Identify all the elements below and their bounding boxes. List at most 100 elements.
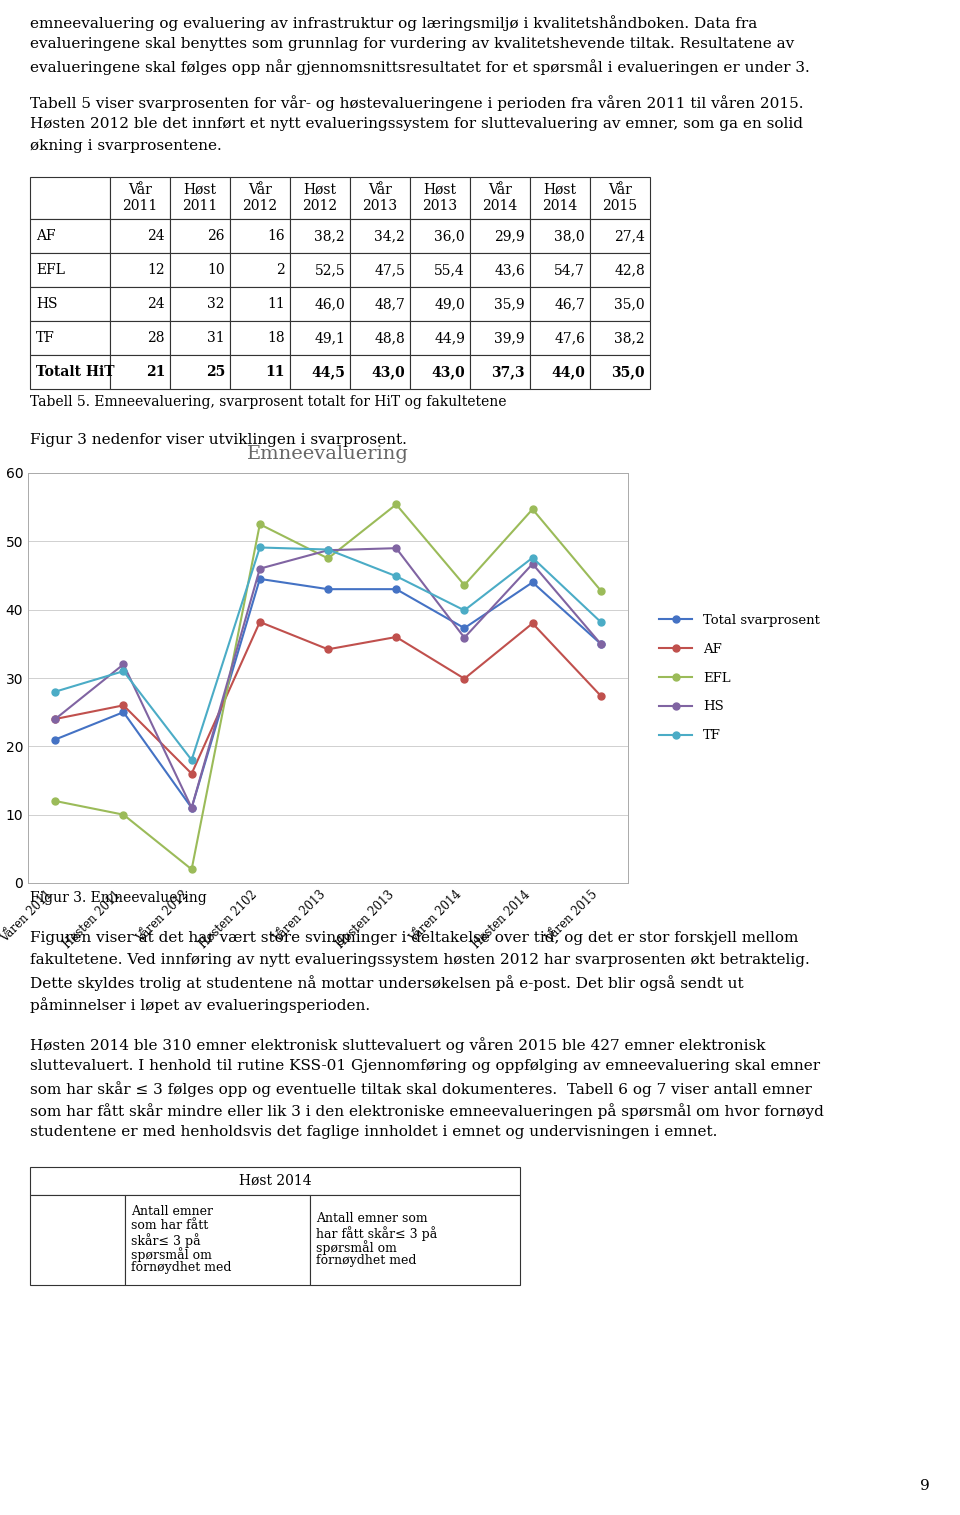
AF <box>254 614 266 632</box>
Text: fakultetene. Ved innføring av nytt evalueringssystem høsten 2012 har svarprosent: fakultetene. Ved innføring av nytt evalu… <box>30 953 809 967</box>
Bar <box>530 355 590 389</box>
Text: sluttevaluert. I henhold til rutine KSS-01 Gjennomføring og oppfølging av emneev: sluttevaluert. I henhold til rutine KSS-… <box>30 1059 820 1073</box>
Text: 29,9: 29,9 <box>494 229 525 242</box>
Text: 26: 26 <box>207 229 225 242</box>
Text: Vår: Vår <box>128 183 152 197</box>
Text: Vår: Vår <box>248 183 272 197</box>
Bar <box>530 177 590 220</box>
Bar <box>170 355 230 389</box>
AF <box>50 711 61 729</box>
Text: 35,0: 35,0 <box>614 297 645 311</box>
Bar <box>30 321 110 355</box>
Total svarprosent <box>527 573 539 591</box>
Text: 21: 21 <box>146 365 165 379</box>
Text: spørsmål om: spørsmål om <box>316 1239 396 1254</box>
Bar <box>110 286 170 321</box>
Text: Figur 3. Emneevaluering: Figur 3. Emneevaluering <box>30 891 206 904</box>
Bar <box>30 355 110 389</box>
TF <box>391 567 402 585</box>
Text: 2012: 2012 <box>302 198 338 214</box>
Text: Høst: Høst <box>543 183 577 197</box>
Text: 39,9: 39,9 <box>494 330 525 345</box>
Text: 38,0: 38,0 <box>554 229 585 242</box>
HS <box>186 798 198 817</box>
Total svarprosent <box>459 620 470 638</box>
Total svarprosent <box>323 580 334 598</box>
Bar <box>170 321 230 355</box>
EFL <box>391 495 402 514</box>
EFL <box>50 792 61 811</box>
Bar <box>350 321 410 355</box>
Text: evalueringene skal følges opp når gjennomsnittsresultatet for et spørsmål i eval: evalueringene skal følges opp når gjenno… <box>30 59 809 74</box>
Bar <box>230 177 290 220</box>
TF <box>50 683 61 701</box>
AF <box>118 697 130 715</box>
Line: Total svarprosent: Total svarprosent <box>52 576 604 812</box>
Text: emneevaluering og evaluering av infrastruktur og læringsmiljø i kvalitetshåndbok: emneevaluering og evaluering av infrastr… <box>30 15 757 30</box>
TF <box>459 601 470 620</box>
EFL <box>186 861 198 879</box>
Text: Tabell 5. Emneevaluering, svarprosent totalt for HiT og fakultetene: Tabell 5. Emneevaluering, svarprosent to… <box>30 395 507 409</box>
Bar <box>30 177 110 220</box>
Text: 2011: 2011 <box>122 198 157 214</box>
Text: 48,7: 48,7 <box>374 297 405 311</box>
Bar <box>290 321 350 355</box>
Line: TF: TF <box>52 544 604 764</box>
Text: 49,1: 49,1 <box>314 330 345 345</box>
Text: EFL: EFL <box>36 264 65 277</box>
Text: 37,3: 37,3 <box>492 365 525 379</box>
Text: 52,5: 52,5 <box>314 264 345 277</box>
Bar <box>470 321 530 355</box>
Text: 16: 16 <box>268 229 285 242</box>
Text: økning i svarprosentene.: økning i svarprosentene. <box>30 139 222 153</box>
Bar <box>590 321 650 355</box>
Text: TF: TF <box>36 330 55 345</box>
Text: Dette skyldes trolig at studentene nå mottar undersøkelsen på e-post. Det blir o: Dette skyldes trolig at studentene nå mo… <box>30 976 744 991</box>
Text: 46,0: 46,0 <box>314 297 345 311</box>
AF <box>186 765 198 783</box>
Line: EFL: EFL <box>52 501 604 873</box>
Bar <box>230 321 290 355</box>
Bar <box>410 321 470 355</box>
Text: 38,2: 38,2 <box>314 229 345 242</box>
HS <box>459 629 470 647</box>
EFL <box>254 515 266 533</box>
Bar <box>30 286 110 321</box>
Bar <box>170 286 230 321</box>
Bar <box>110 177 170 220</box>
Bar <box>170 220 230 253</box>
TF <box>186 751 198 770</box>
Text: HS: HS <box>36 297 58 311</box>
Text: Figur 3 nedenfor viser utviklingen i svarprosent.: Figur 3 nedenfor viser utviklingen i sva… <box>30 433 407 447</box>
EFL <box>527 500 539 518</box>
AF <box>527 614 539 632</box>
Text: 55,4: 55,4 <box>434 264 465 277</box>
Bar <box>230 253 290 286</box>
Text: 27,4: 27,4 <box>614 229 645 242</box>
Bar <box>30 1195 125 1285</box>
Text: Antall emner som: Antall emner som <box>316 1212 427 1226</box>
Bar <box>350 355 410 389</box>
Text: 2013: 2013 <box>422 198 458 214</box>
EFL <box>118 806 130 824</box>
Text: 2014: 2014 <box>542 198 578 214</box>
Legend: Total svarprosent, AF, EFL, HS, TF: Total svarprosent, AF, EFL, HS, TF <box>653 608 827 748</box>
Title: Emneevaluering: Emneevaluering <box>247 445 409 464</box>
Text: 34,2: 34,2 <box>374 229 405 242</box>
TF <box>527 548 539 567</box>
Bar <box>350 177 410 220</box>
HS <box>527 554 539 573</box>
Bar <box>230 355 290 389</box>
Text: fornøydhet med: fornøydhet med <box>316 1254 417 1267</box>
EFL <box>323 550 334 568</box>
Text: 47,6: 47,6 <box>554 330 585 345</box>
Text: 25: 25 <box>205 365 225 379</box>
Text: 44,0: 44,0 <box>551 365 585 379</box>
Text: skår≤ 3 på: skår≤ 3 på <box>131 1233 201 1248</box>
Text: 18: 18 <box>268 330 285 345</box>
Bar <box>110 321 170 355</box>
Text: Høst: Høst <box>183 183 217 197</box>
Text: 43,0: 43,0 <box>431 365 465 379</box>
Bar <box>290 286 350 321</box>
Bar <box>530 286 590 321</box>
